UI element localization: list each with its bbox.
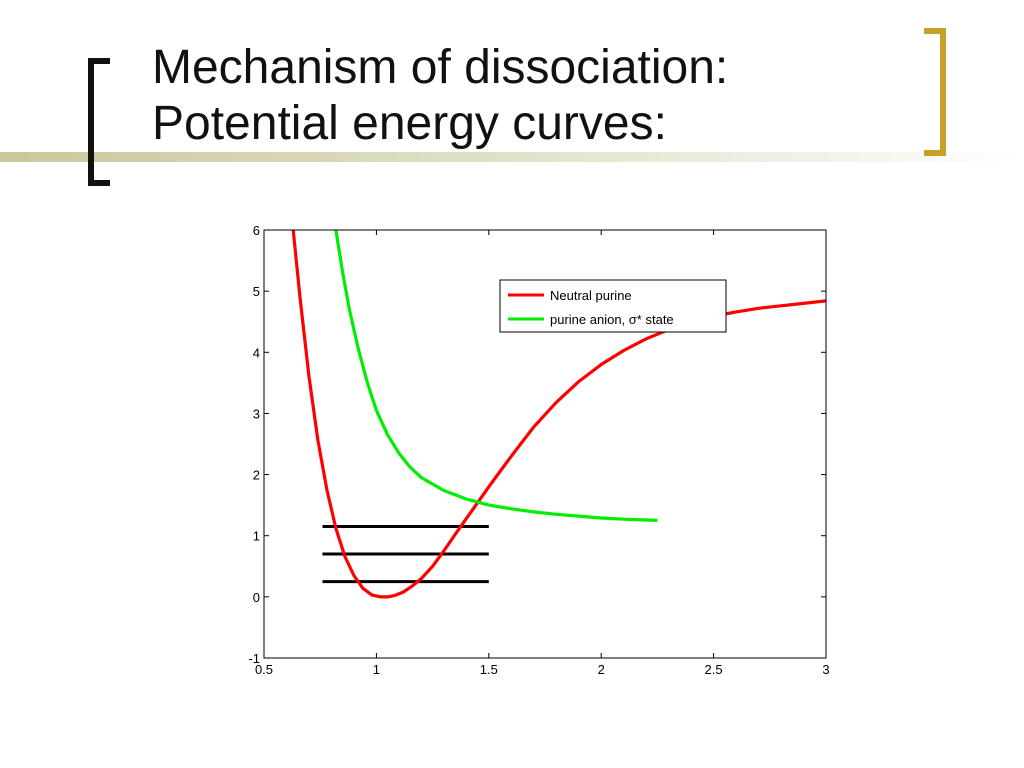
legend-box bbox=[499, 279, 727, 333]
x-tick-label: 0.5 bbox=[255, 662, 273, 677]
left-bracket-decoration bbox=[88, 58, 110, 186]
slide-title: Mechanism of dissociation: Potential ene… bbox=[152, 40, 892, 152]
title-underline-bar bbox=[0, 152, 1024, 162]
chart-svg: 0.5 1 1.5 2 2.5 3 -1 0 1 2 3 4 5 6 Neutral purine puri… bbox=[248, 223, 829, 677]
x-tick-label: 1.5 bbox=[480, 662, 498, 677]
y-tick-label: 4 bbox=[253, 345, 260, 360]
x-tick-label: 2.5 bbox=[705, 662, 723, 677]
y-tick-label: 5 bbox=[253, 284, 260, 299]
y-tick-label: 3 bbox=[253, 406, 260, 421]
x-tick-label: 3 bbox=[822, 662, 829, 677]
legend-label: purine anion, σ* state bbox=[550, 312, 674, 327]
chart-legend: Neutral purine purine anion, σ* state bbox=[499, 279, 727, 333]
y-tick-label: 6 bbox=[253, 223, 260, 238]
y-tick-label: 2 bbox=[253, 468, 260, 483]
slide-title-line-1: Mechanism of dissociation: bbox=[152, 41, 729, 94]
potential-energy-chart: 0.5 1 1.5 2 2.5 3 -1 0 1 2 3 4 5 6 Neutral purine puri… bbox=[228, 214, 840, 684]
series-line-2 bbox=[334, 230, 658, 522]
y-tick-label: 1 bbox=[253, 529, 260, 544]
y-tick-label: -1 bbox=[248, 651, 260, 666]
slide-title-line-2: Potential energy curves: bbox=[152, 97, 667, 150]
right-bracket-decoration bbox=[924, 28, 946, 156]
legend-label: Neutral purine bbox=[550, 288, 632, 303]
x-tick-label: 1 bbox=[373, 662, 380, 677]
plot-frame bbox=[263, 229, 827, 659]
x-tick-label: 2 bbox=[598, 662, 605, 677]
y-tick-label: 0 bbox=[253, 590, 260, 605]
